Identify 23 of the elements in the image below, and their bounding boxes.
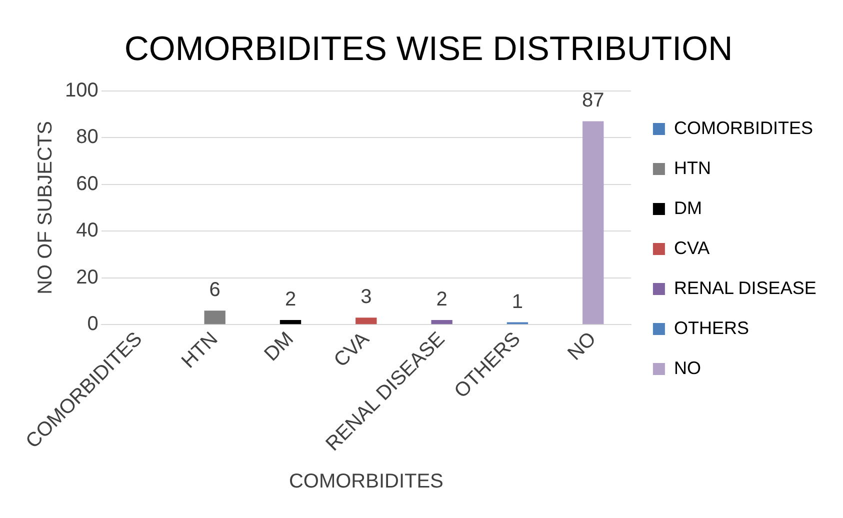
chart-title: COMORBIDITES WISE DISTRIBUTION: [124, 30, 733, 68]
y-tick-label: 40: [76, 220, 98, 242]
x-axis-title: COMORBIDITES: [288, 470, 444, 493]
data-label: 6: [209, 279, 220, 302]
legend-label: DM: [674, 198, 702, 218]
y-tick-label: 100: [64, 79, 98, 102]
legend-label: HTN: [674, 158, 711, 178]
x-tick-label: CVA: [330, 328, 374, 372]
x-tick-label: DM: [260, 328, 298, 366]
data-label: 3: [360, 286, 372, 308]
y-tick-label: 0: [87, 313, 98, 336]
data-label: 1: [512, 290, 524, 313]
legend-label: RENAL DISEASE: [674, 278, 816, 298]
data-label: 2: [284, 288, 296, 310]
legend-label: COMORBIDITES: [674, 118, 813, 138]
y-tick-label: 80: [76, 126, 98, 148]
y-tick-label: 60: [76, 172, 98, 195]
legend-label: CVA: [674, 238, 710, 258]
x-tick-label: NO: [564, 328, 601, 365]
data-label: 87: [582, 90, 604, 112]
y-tick-label: 20: [76, 266, 98, 288]
data-label: 2: [436, 288, 448, 310]
y-axis-title: NO OF SUBJECTS: [34, 121, 57, 294]
